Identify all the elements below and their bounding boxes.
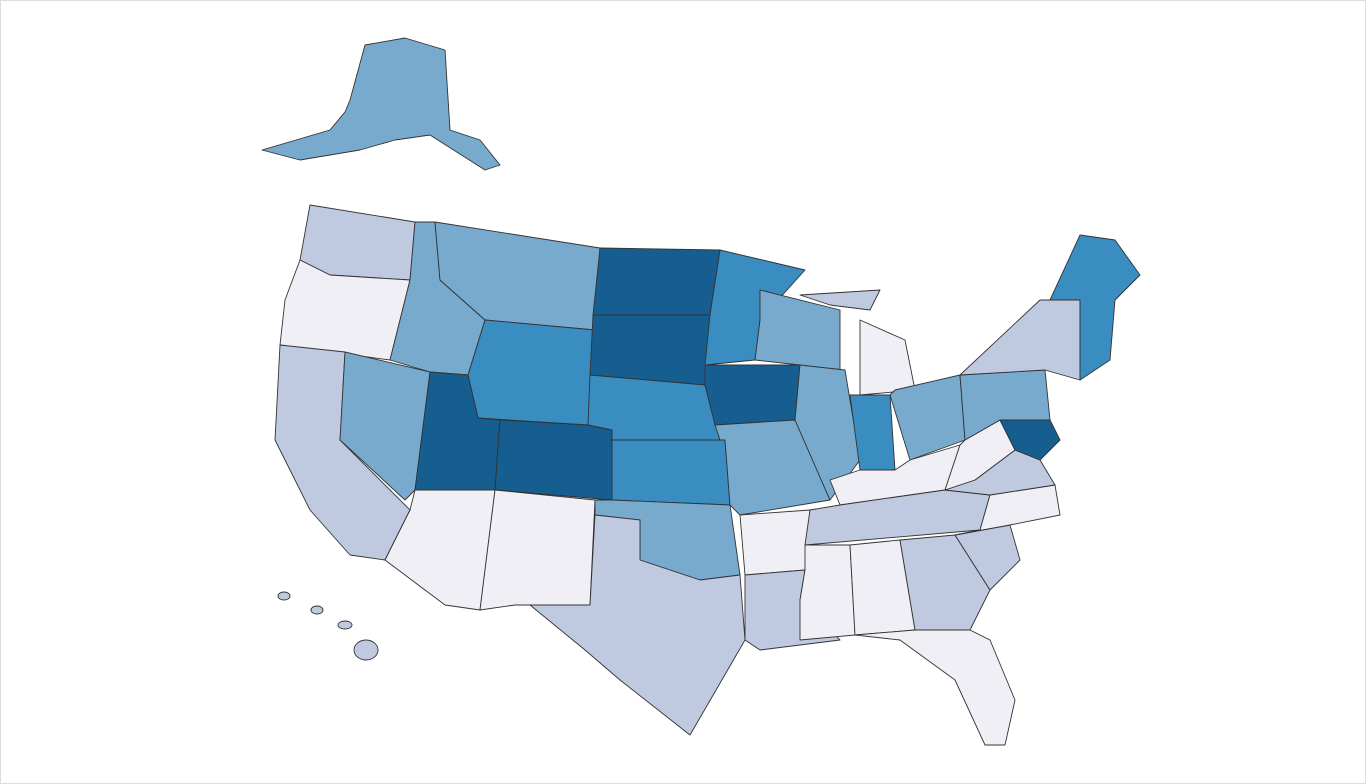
hawaii — [310, 605, 324, 615]
mid-atlantic — [999, 419, 1061, 461]
ohio — [889, 374, 966, 461]
nevada — [339, 351, 431, 501]
new-mexico — [479, 489, 596, 611]
michigan-upper — [799, 289, 881, 311]
hawaii — [353, 639, 379, 661]
arkansas — [739, 509, 811, 576]
hawaii — [337, 620, 353, 630]
georgia — [899, 534, 991, 631]
texas — [529, 514, 746, 736]
hawaii — [277, 591, 291, 601]
colorado — [494, 419, 613, 501]
north-dakota — [592, 247, 721, 316]
iowa — [704, 364, 801, 426]
south-dakota — [589, 314, 711, 386]
mississippi — [799, 544, 856, 641]
alaska — [261, 37, 501, 171]
kansas — [611, 439, 731, 506]
new-england — [1049, 234, 1141, 381]
wyoming — [467, 319, 596, 426]
florida — [854, 629, 1016, 746]
regions — [261, 37, 1141, 746]
